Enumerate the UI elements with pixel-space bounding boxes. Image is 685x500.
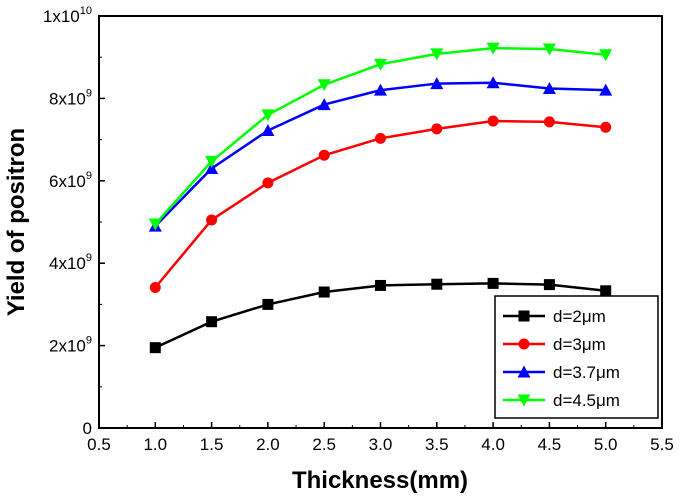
legend-marker bbox=[517, 394, 531, 407]
legend-label: d=3μm bbox=[553, 335, 606, 354]
data-point bbox=[486, 42, 500, 55]
data-point bbox=[487, 115, 499, 127]
x-tick-label: 3.0 bbox=[369, 435, 393, 454]
y-axis-title: Yield of positron bbox=[3, 128, 30, 316]
x-axis-title: Thickness(mm) bbox=[292, 467, 468, 494]
data-point bbox=[431, 278, 443, 290]
data-point bbox=[318, 286, 330, 298]
legend-label: d=2μm bbox=[553, 307, 606, 326]
data-point bbox=[205, 161, 219, 174]
data-point bbox=[317, 98, 331, 111]
x-tick-label: 0.5 bbox=[87, 435, 111, 454]
y-tick-label: 4x109 bbox=[49, 252, 92, 273]
series-2 bbox=[148, 76, 613, 232]
y-tick-label: 1x1010 bbox=[43, 5, 92, 26]
x-tick-label: 5.0 bbox=[594, 435, 618, 454]
x-tick-label: 2.5 bbox=[312, 435, 336, 454]
data-point bbox=[149, 282, 161, 294]
y-tick-label: 2x109 bbox=[49, 335, 92, 356]
series-0 bbox=[149, 277, 612, 354]
data-point bbox=[599, 49, 613, 62]
data-point bbox=[431, 123, 443, 135]
data-point bbox=[375, 132, 386, 144]
data-point bbox=[600, 121, 612, 133]
x-tick-label: 2.0 bbox=[256, 435, 280, 454]
y-tick-label: 8x109 bbox=[49, 87, 92, 108]
data-point bbox=[599, 83, 613, 96]
data-point bbox=[318, 149, 330, 161]
data-point bbox=[542, 82, 556, 95]
data-point bbox=[543, 279, 555, 291]
series-line bbox=[154, 119, 606, 289]
legend-item: d=3μm bbox=[503, 335, 606, 354]
series-3 bbox=[148, 42, 613, 231]
x-tick-label: 4.0 bbox=[481, 435, 505, 454]
data-point bbox=[600, 285, 612, 297]
legend-label: d=3.7μm bbox=[553, 363, 620, 382]
x-tick-label: 5.5 bbox=[650, 435, 674, 454]
series-line bbox=[154, 81, 606, 227]
data-point bbox=[374, 83, 387, 96]
x-axis: 0.5 1.0 1.5 2.0 2.5 3.0 3.5 4.0 4.5 5.0 5.5 bbox=[87, 422, 674, 454]
data-point bbox=[430, 48, 444, 61]
legend-item: d=2μm bbox=[503, 307, 606, 326]
series-layer bbox=[148, 42, 613, 354]
data-point bbox=[430, 77, 444, 90]
x-tick-label: 1.5 bbox=[200, 435, 224, 454]
y-tick-label: 6x109 bbox=[49, 170, 92, 191]
legend-label: d=4.5μm bbox=[553, 391, 620, 410]
legend-item: d=3.7μm bbox=[503, 363, 620, 382]
data-point bbox=[542, 43, 556, 56]
data-point bbox=[487, 277, 499, 289]
legend: d=2μm d=3μm d=3.7μm d=4.5μm bbox=[494, 295, 659, 419]
data-point bbox=[206, 316, 218, 328]
data-point bbox=[149, 342, 161, 354]
data-point bbox=[262, 298, 274, 310]
legend-marker bbox=[518, 338, 530, 350]
legend-item: d=4.5μm bbox=[503, 391, 620, 410]
data-point bbox=[374, 58, 387, 71]
data-point bbox=[205, 155, 219, 168]
data-point bbox=[261, 124, 275, 137]
data-point bbox=[206, 214, 218, 226]
legend-marker bbox=[517, 365, 531, 378]
series-1 bbox=[149, 115, 612, 294]
y-axis: 0 2x109 4x109 6x109 8x109 1x1010 bbox=[43, 5, 105, 438]
data-point bbox=[317, 79, 331, 92]
data-point bbox=[262, 177, 274, 189]
data-point bbox=[261, 109, 275, 122]
data-point bbox=[486, 76, 500, 89]
x-tick-label: 4.5 bbox=[538, 435, 562, 454]
data-point bbox=[543, 116, 555, 128]
x-tick-label: 1.0 bbox=[143, 435, 167, 454]
data-point bbox=[148, 218, 162, 231]
legend-marker bbox=[518, 310, 530, 322]
x-tick-label: 3.5 bbox=[425, 435, 449, 454]
y-tick-label: 0 bbox=[83, 419, 92, 438]
data-point bbox=[375, 279, 386, 291]
